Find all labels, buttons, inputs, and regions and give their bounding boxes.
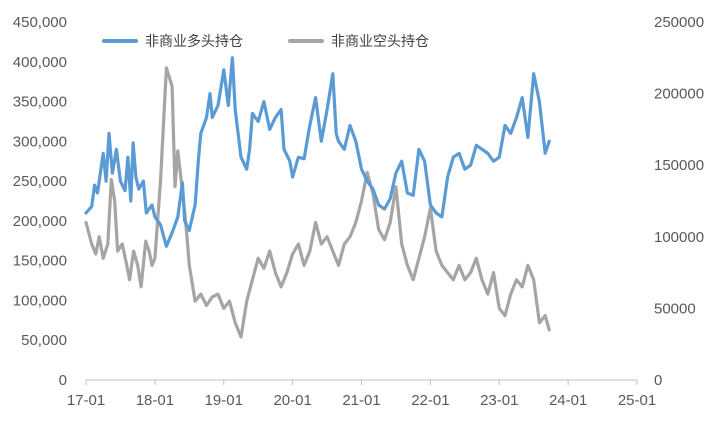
y-right-tick-label: 200000 bbox=[654, 86, 704, 103]
y-axis-right-ticks: 0 50000 100000 150000 200000 250000 bbox=[654, 14, 704, 389]
x-tick-label: 23-01 bbox=[480, 392, 518, 409]
legend-label: 非商业多头持仓 bbox=[145, 33, 243, 49]
x-tick-label: 24-01 bbox=[549, 392, 587, 409]
x-tick-label: 22-01 bbox=[411, 392, 449, 409]
y-left-tick-label: 400,000 bbox=[13, 54, 67, 71]
y-left-tick-label: 450,000 bbox=[13, 14, 67, 31]
y-left-tick-label: 200,000 bbox=[13, 213, 67, 230]
series-line-0 bbox=[84, 56, 551, 248]
y-left-tick-label: 250,000 bbox=[13, 173, 67, 190]
y-axis-left-ticks: 0 50,000 100,000 150,000 200,000 250,000 300,0… bbox=[13, 14, 67, 389]
legend-item-0: 非商业多头持仓 bbox=[102, 33, 243, 49]
x-tick-label: 20-01 bbox=[273, 392, 311, 409]
x-tick-label: 17-01 bbox=[67, 392, 105, 409]
y-right-tick-label: 150000 bbox=[654, 157, 704, 174]
y-right-tick-label: 100000 bbox=[654, 229, 704, 246]
series-line-1 bbox=[84, 66, 551, 339]
x-tick-label: 21-01 bbox=[342, 392, 380, 409]
y-left-tick-label: 0 bbox=[59, 372, 67, 389]
y-left-tick-label: 50,000 bbox=[21, 332, 67, 349]
x-tick-label: 18-01 bbox=[136, 392, 174, 409]
y-left-tick-label: 300,000 bbox=[13, 133, 67, 150]
legend-item-1: 非商业空头持仓 bbox=[288, 33, 429, 49]
y-right-tick-label: 50000 bbox=[654, 300, 696, 317]
plot-area bbox=[84, 56, 551, 339]
y-left-tick-label: 350,000 bbox=[13, 94, 67, 111]
y-right-tick-label: 250000 bbox=[654, 14, 704, 31]
x-tick-label: 25-01 bbox=[618, 392, 656, 409]
legend: 非商业多头持仓 非商业空头持仓 bbox=[102, 33, 429, 49]
y-right-tick-label: 0 bbox=[654, 372, 662, 389]
y-left-tick-label: 150,000 bbox=[13, 253, 67, 270]
legend-label: 非商业空头持仓 bbox=[331, 33, 429, 49]
x-tick-label: 19-01 bbox=[205, 392, 243, 409]
y-left-tick-label: 100,000 bbox=[13, 292, 67, 309]
x-axis-ticks: 17-01 18-01 19-01 20-01 21-01 22-01 23-01 24-01… bbox=[67, 380, 656, 409]
